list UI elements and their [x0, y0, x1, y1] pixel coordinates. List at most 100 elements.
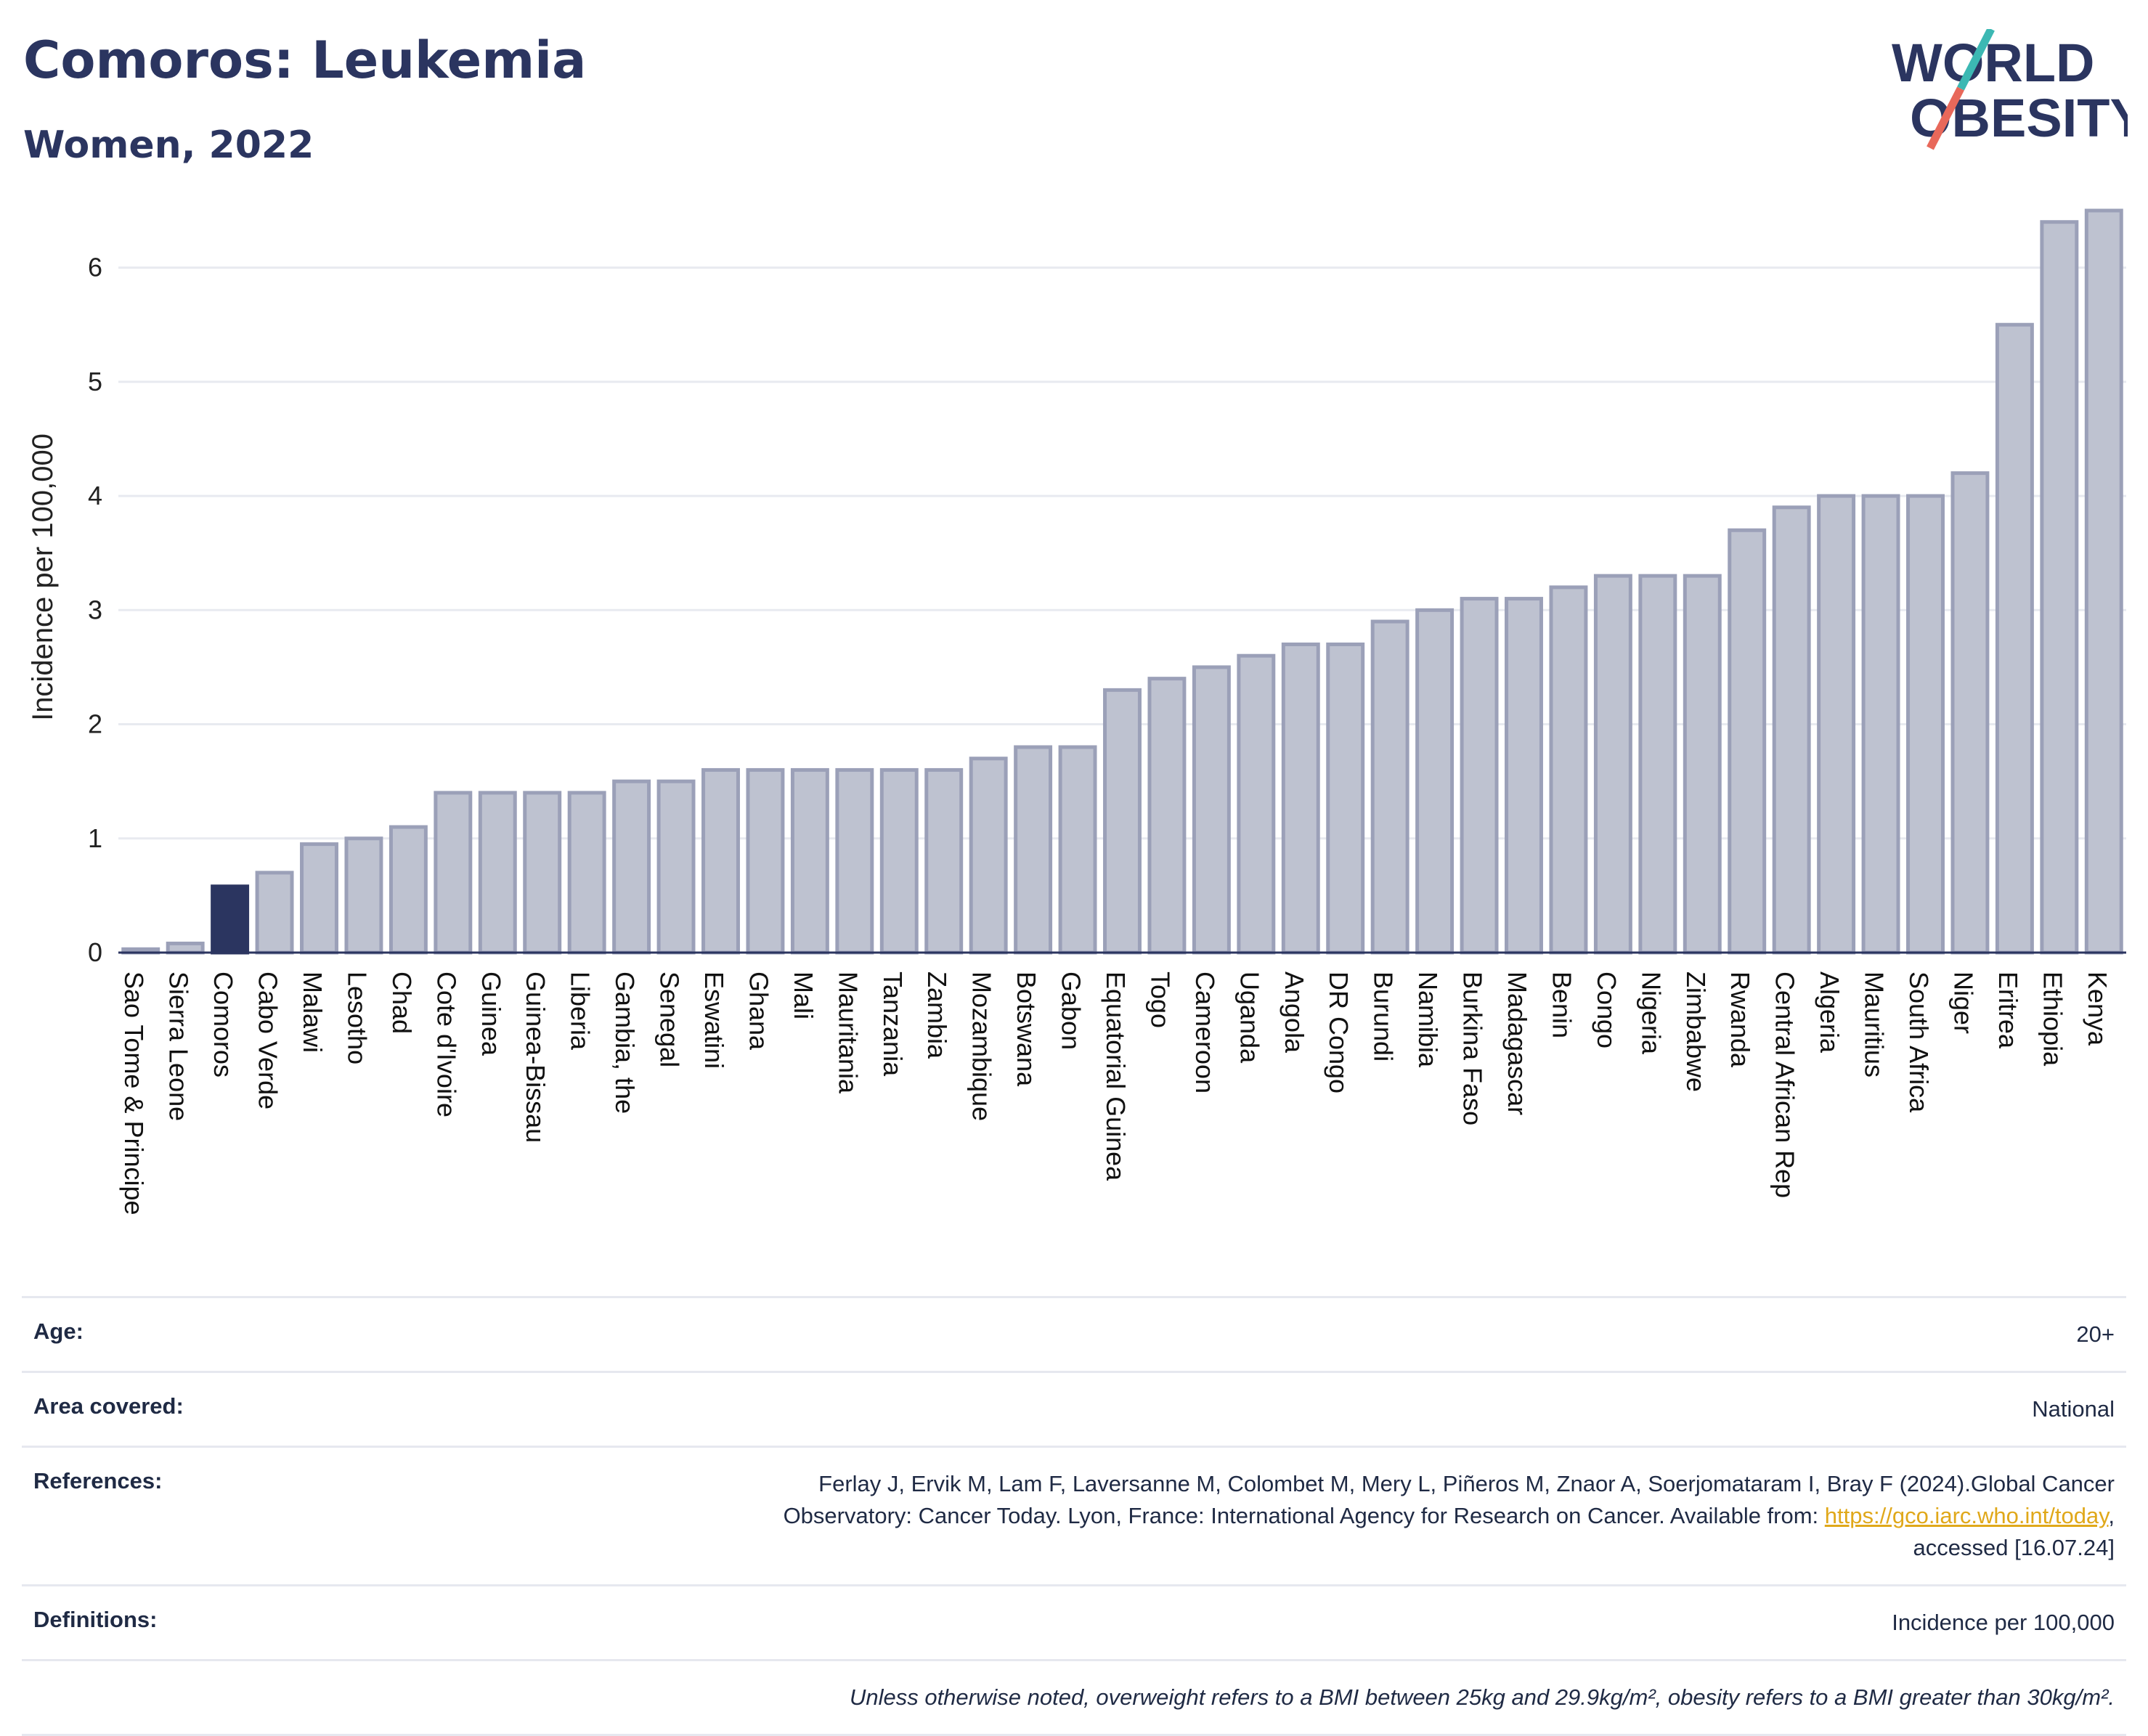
bars — [121, 208, 2123, 955]
bar-malawi[interactable] — [300, 842, 338, 955]
y-tick-label: 6 — [88, 253, 102, 282]
x-tick-label: Sao Tome & Principe — [119, 971, 149, 1215]
bar-lesotho[interactable] — [344, 836, 383, 955]
x-tick-label: Lesotho — [342, 971, 372, 1064]
bar-zimbabwe[interactable] — [1683, 574, 1722, 955]
x-tick-labels: Sao Tome & Principe Sierra Leone Comoros Ca… — [119, 971, 2112, 1215]
x-tick-label: Guinea-Bissau — [521, 971, 550, 1143]
x-tick-label: Benin — [1547, 971, 1577, 1038]
bar-guinea-bissau[interactable] — [523, 791, 562, 955]
meta-row-age: Age: 20+ — [22, 1296, 2126, 1371]
bar-ethiopia[interactable] — [2040, 220, 2079, 955]
bar-angola[interactable] — [1281, 642, 1320, 955]
page-subtitle: Women, 2022 — [23, 123, 314, 167]
x-tick-label: Rwanda — [1725, 971, 1755, 1068]
bar-rwanda[interactable] — [1728, 528, 1767, 955]
bar-mauritius[interactable] — [1861, 494, 1900, 955]
bar-tanzania[interactable] — [879, 767, 919, 955]
meta-row-references: References: Ferlay J, Ervik M, Lam F, La… — [22, 1446, 2126, 1584]
x-tick-label: Namibia — [1413, 971, 1443, 1068]
x-tick-label: Comoros — [208, 971, 238, 1077]
bar-eswatini[interactable] — [701, 767, 740, 955]
bar-liberia[interactable] — [567, 791, 606, 955]
bar-namibia[interactable] — [1415, 608, 1455, 955]
x-tick-label: Sierra Leone — [164, 971, 194, 1121]
x-tick-label: Central African Rep — [1770, 971, 1800, 1198]
x-tick-label: Cameroon — [1190, 971, 1220, 1093]
bar-eritrea[interactable] — [1995, 322, 2034, 955]
x-tick-label: Malawi — [298, 971, 328, 1053]
bar-guinea[interactable] — [478, 791, 517, 955]
bar-mauritania[interactable] — [835, 767, 874, 955]
bar-equatorial-guinea[interactable] — [1103, 688, 1142, 955]
x-tick-label: Burundi — [1369, 971, 1399, 1061]
bar-togo[interactable] — [1147, 677, 1187, 955]
x-tick-label: Cabo Verde — [253, 971, 283, 1109]
bar-central-african-rep[interactable] — [1772, 505, 1811, 955]
age-label: Age: — [33, 1319, 84, 1344]
x-tick-label: Tanzania — [878, 971, 908, 1077]
bar-congo[interactable] — [1593, 574, 1632, 955]
x-tick-label: Gabon — [1057, 971, 1086, 1050]
bar-uganda[interactable] — [1237, 653, 1276, 955]
meta-row-area: Area covered: National — [22, 1371, 2126, 1446]
x-tick-label: Senegal — [655, 971, 685, 1067]
age-value: 20+ — [2076, 1321, 2115, 1347]
x-tick-label: Congo — [1592, 971, 1622, 1048]
bar-sierra-leone[interactable] — [166, 941, 205, 955]
x-tick-label: Equatorial Guinea — [1101, 971, 1131, 1181]
references-label: References: — [33, 1468, 163, 1493]
x-tick-label: Angola — [1280, 971, 1309, 1054]
bar-gambia-the[interactable] — [612, 779, 651, 955]
bar-kenya[interactable] — [2084, 208, 2123, 955]
bar-south-africa[interactable] — [1906, 494, 1945, 955]
bar-cabo-verde[interactable] — [255, 871, 294, 955]
bar-niger[interactable] — [1950, 471, 1990, 955]
references-text-1: Ferlay J, Ervik M, Lam F, Laversanne M, … — [818, 1471, 2115, 1496]
x-tick-label: Uganda — [1234, 971, 1264, 1064]
logo-slash-bottom — [1927, 86, 1964, 150]
bar-senegal[interactable] — [656, 779, 696, 955]
page-title: Comoros: Leukemia — [23, 30, 587, 90]
bar-algeria[interactable] — [1817, 494, 1856, 955]
references-link[interactable]: https://gco.iarc.who.int/today — [1824, 1503, 2109, 1528]
definitions-label: Definitions: — [33, 1607, 158, 1632]
bar-gabon[interactable] — [1058, 745, 1097, 955]
bar-burkina-faso[interactable] — [1460, 597, 1499, 955]
bar-dr-congo[interactable] — [1326, 642, 1365, 955]
y-tick-label: 4 — [88, 481, 102, 510]
bar-nigeria[interactable] — [1638, 574, 1677, 955]
x-tick-label: Zambia — [922, 971, 952, 1059]
bar-mali[interactable] — [790, 767, 829, 955]
logo-slash-top — [1957, 29, 1995, 91]
x-tick-label: Togo — [1145, 971, 1175, 1028]
references-text-3: accessed [16.07.24] — [1913, 1535, 2115, 1560]
y-tick-labels: 0 1 2 3 4 5 6 — [88, 253, 102, 967]
x-tick-label: Mozambique — [967, 971, 997, 1121]
bar-madagascar[interactable] — [1505, 597, 1543, 955]
bar-cameroon[interactable] — [1192, 665, 1231, 955]
y-axis-label: Incidence per 100,000 — [27, 433, 59, 721]
bar-benin[interactable] — [1549, 585, 1588, 955]
y-tick-label: 2 — [88, 709, 102, 739]
x-tick-label: Ghana — [744, 971, 773, 1051]
bar-burundi[interactable] — [1370, 619, 1409, 955]
metadata-table: Age: 20+ Area covered: National Referenc… — [22, 1296, 2126, 1736]
x-tick-label: Mauritius — [1860, 971, 1889, 1077]
bar-chad[interactable] — [388, 825, 428, 955]
bar-chart: 0 1 2 3 4 5 6 Sao Tome & Principe Sierra Leone C… — [27, 208, 2126, 1215]
x-tick-label: Cote d'Ivoire — [431, 971, 461, 1117]
bar-zambia[interactable] — [924, 767, 964, 955]
x-tick-label: Nigeria — [1636, 971, 1666, 1055]
bar-cote-d-ivoire[interactable] — [434, 791, 473, 955]
x-tick-label: Botswana — [1012, 971, 1041, 1087]
bar-comoros[interactable] — [211, 884, 250, 955]
meta-row-definitions: Definitions: Incidence per 100,000 — [22, 1584, 2126, 1659]
bar-mozambique[interactable] — [969, 757, 1008, 955]
bar-botswana[interactable] — [1014, 745, 1053, 955]
definitions-value: Incidence per 100,000 — [1892, 1610, 2115, 1635]
x-tick-label: Guinea — [476, 971, 506, 1056]
x-tick-label: Zimbabwe — [1681, 971, 1711, 1092]
bar-ghana[interactable] — [746, 767, 785, 955]
x-tick-label: Mali — [789, 971, 818, 1019]
